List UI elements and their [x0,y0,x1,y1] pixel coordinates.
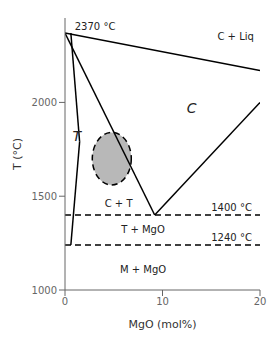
svg-text:10: 10 [156,296,169,307]
svg-text:C + T: C + T [105,198,134,209]
svg-text:M + MgO: M + MgO [120,264,166,275]
svg-text:C: C [187,100,197,116]
svg-text:1500: 1500 [32,191,57,202]
svg-text:1240 °C: 1240 °C [211,232,252,243]
svg-text:C + Liq: C + Liq [217,31,253,42]
svg-text:20: 20 [254,296,267,307]
svg-text:2000: 2000 [32,97,57,108]
svg-text:T (°C): T (°C) [11,138,24,171]
svg-text:1400 °C: 1400 °C [211,202,252,213]
svg-text:T + MgO: T + MgO [120,224,165,235]
svg-text:MgO (mol%): MgO (mol%) [128,318,196,331]
svg-text:1000: 1000 [32,285,57,296]
svg-text:0: 0 [62,296,68,307]
svg-text:2370 °C: 2370 °C [75,21,116,32]
svg-text:T: T [72,128,82,144]
